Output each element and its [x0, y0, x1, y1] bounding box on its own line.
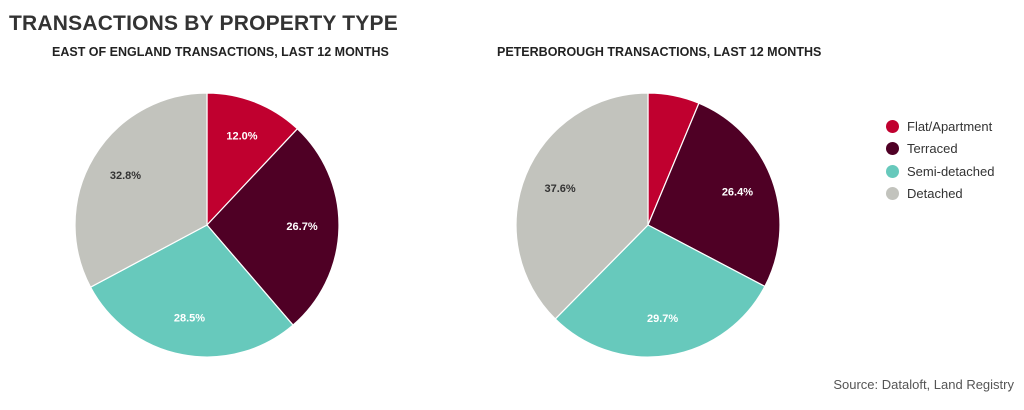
pie-chart-peterborough: 26.4% 29.7% 37.6% [515, 92, 781, 358]
legend-item-flat-apartment: Flat/Apartment [886, 115, 994, 138]
legend-label: Flat/Apartment [907, 118, 993, 134]
legend-label: Terraced [907, 141, 958, 157]
pie-chart-east-of-england: 12.0% 26.7% 28.5% 32.8% [74, 92, 340, 358]
legend-item-semi-detached: Semi-detached [886, 160, 994, 183]
pie-data-label-peterborough-detached: 37.6% [544, 183, 575, 195]
pie-slice-east-of-england-flat-apartment [206, 92, 299, 227]
page-title: TRANSACTIONS BY PROPERTY TYPE [9, 12, 398, 35]
pie-slice-east-of-england-terraced [206, 127, 340, 326]
pie-slice-peterborough-detached [515, 92, 649, 320]
legend-label: Semi-detached [907, 163, 995, 179]
legend-item-detached: Detached [886, 183, 994, 206]
pie-slice-peterborough-semi-detached [554, 224, 766, 358]
pie-data-label-east-of-england-semi-detached: 28.5% [174, 312, 205, 324]
legend: Flat/Apartment Terraced Semi-detached De… [886, 115, 994, 205]
chart-title-east-of-england: EAST OF ENGLAND TRANSACTIONS, LAST 12 MO… [52, 45, 389, 59]
legend-swatch-flat-apartment [886, 119, 899, 133]
pie-data-label-east-of-england-terraced: 26.7% [286, 221, 317, 233]
pie-slice-peterborough-terraced [647, 102, 781, 288]
pie-data-label-east-of-england-flat-apartment: 12.0% [226, 131, 257, 143]
legend-item-terraced: Terraced [886, 138, 994, 161]
legend-swatch-semi-detached [886, 164, 899, 178]
source-note: Source: Dataloft, Land Registry [833, 377, 1014, 392]
chart-title-peterborough: PETERBOROUGH TRANSACTIONS, LAST 12 MONTH… [497, 45, 822, 59]
pie-data-label-peterborough-terraced: 26.4% [722, 187, 753, 199]
legend-label: Detached [907, 186, 963, 202]
legend-swatch-detached [886, 187, 899, 201]
pie-slice-east-of-england-detached [74, 92, 208, 288]
pie-data-label-peterborough-semi-detached: 29.7% [647, 313, 678, 325]
legend-swatch-terraced [886, 142, 899, 156]
pie-data-label-east-of-england-detached: 32.8% [110, 170, 141, 182]
pie-slice-east-of-england-semi-detached [89, 224, 294, 358]
